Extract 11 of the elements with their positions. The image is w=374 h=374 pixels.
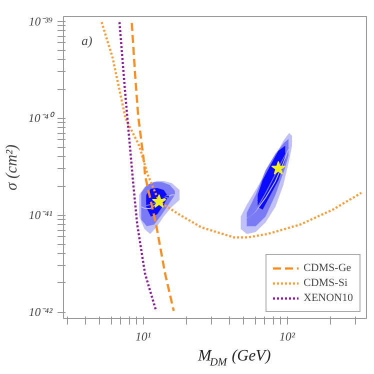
annotation: a) <box>82 33 92 48</box>
x-tick-label: 10² <box>279 330 296 344</box>
y-tick-label: 10⁻⁴² <box>28 305 53 320</box>
legend-label: CDMS-Si <box>304 276 348 290</box>
legend-label: CDMS-Ge <box>304 261 352 275</box>
x-tick-label: 10¹ <box>135 330 152 344</box>
y-tick-label: 10⁻⁴¹ <box>28 208 53 222</box>
legend-label: XENON10 <box>304 291 353 305</box>
y-tick-label: 10⁻³⁹ <box>28 14 53 28</box>
y-tick-label: 10⁻⁴⁰ <box>28 111 56 126</box>
y-axis-title: σ (cm²) <box>3 144 20 190</box>
